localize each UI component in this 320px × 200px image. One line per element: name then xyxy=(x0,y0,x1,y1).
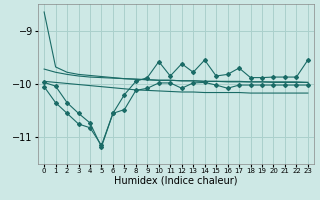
X-axis label: Humidex (Indice chaleur): Humidex (Indice chaleur) xyxy=(114,176,238,186)
